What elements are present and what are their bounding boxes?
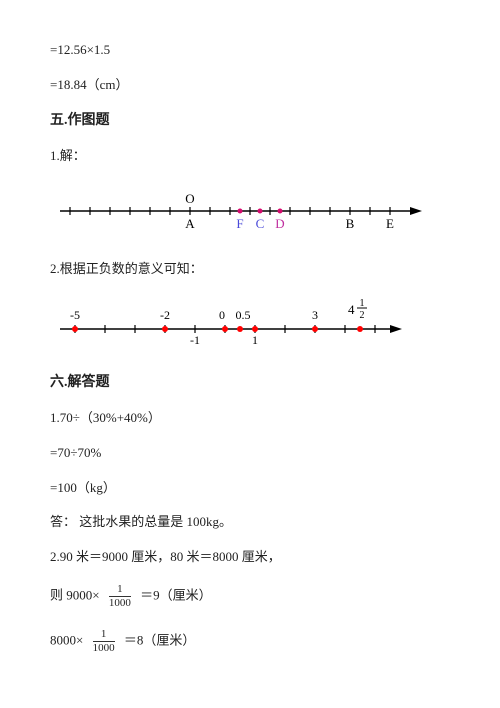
- s6-l5: 2.90 米＝9000 厘米，80 米＝8000 厘米，: [50, 547, 460, 568]
- pt-05: 0.5: [236, 308, 251, 322]
- s6-l7a: 8000×: [50, 632, 83, 647]
- section6-title: 六.解答题: [50, 372, 460, 394]
- pt-m1: -1: [190, 333, 200, 347]
- s6-l1: 1.70÷（30%+40%）: [50, 408, 460, 429]
- pt-m5: -5: [70, 308, 80, 322]
- s6-l4: 答： 这批水果的总量是 100kg。: [50, 512, 460, 533]
- mixed-den: 2: [360, 310, 365, 321]
- s6-l6: 则 9000× 1 1000 ＝9（厘米）: [50, 584, 460, 609]
- figure-numberline-1: O A F C D B E: [50, 181, 460, 241]
- c-label: C: [256, 216, 265, 231]
- s6-l3: =100（kg）: [50, 478, 460, 499]
- a-label: A: [185, 216, 195, 231]
- section5-item1: 1.解：: [50, 146, 460, 167]
- s6-l7b: ＝8（厘米）: [124, 632, 196, 647]
- section5-title: 五.作图题: [50, 110, 460, 132]
- pt-0: 0: [219, 308, 225, 322]
- calc-line-2: =18.84（cm）: [50, 75, 460, 96]
- mixed-num: 1: [360, 298, 365, 309]
- section5-item2: 2.根据正负数的意义可知：: [50, 259, 460, 280]
- s6-l2: =70÷70%: [50, 443, 460, 464]
- pt-1: 1: [252, 333, 258, 347]
- mixed-int: 4: [348, 302, 355, 317]
- pt-m2: -2: [160, 308, 170, 322]
- figure-numberline-2: -5 -2 -1 0 0.5 1 3 4 1 2: [50, 294, 460, 354]
- e-label: E: [386, 216, 394, 231]
- pt-3: 3: [312, 308, 318, 322]
- f-label: F: [236, 216, 243, 231]
- s6-l6b: ＝9（厘米）: [140, 587, 212, 602]
- d-label: D: [275, 216, 284, 231]
- s6-l7: 8000× 1 1000 ＝8（厘米）: [50, 629, 460, 654]
- b-label: B: [346, 216, 355, 231]
- origin-label: O: [185, 191, 194, 206]
- s6-l6a: 则 9000×: [50, 587, 100, 602]
- calc-line-1: =12.56×1.5: [50, 40, 460, 61]
- fraction-1-1000-a: 1 1000: [109, 584, 131, 609]
- fraction-1-1000-b: 1 1000: [93, 629, 115, 654]
